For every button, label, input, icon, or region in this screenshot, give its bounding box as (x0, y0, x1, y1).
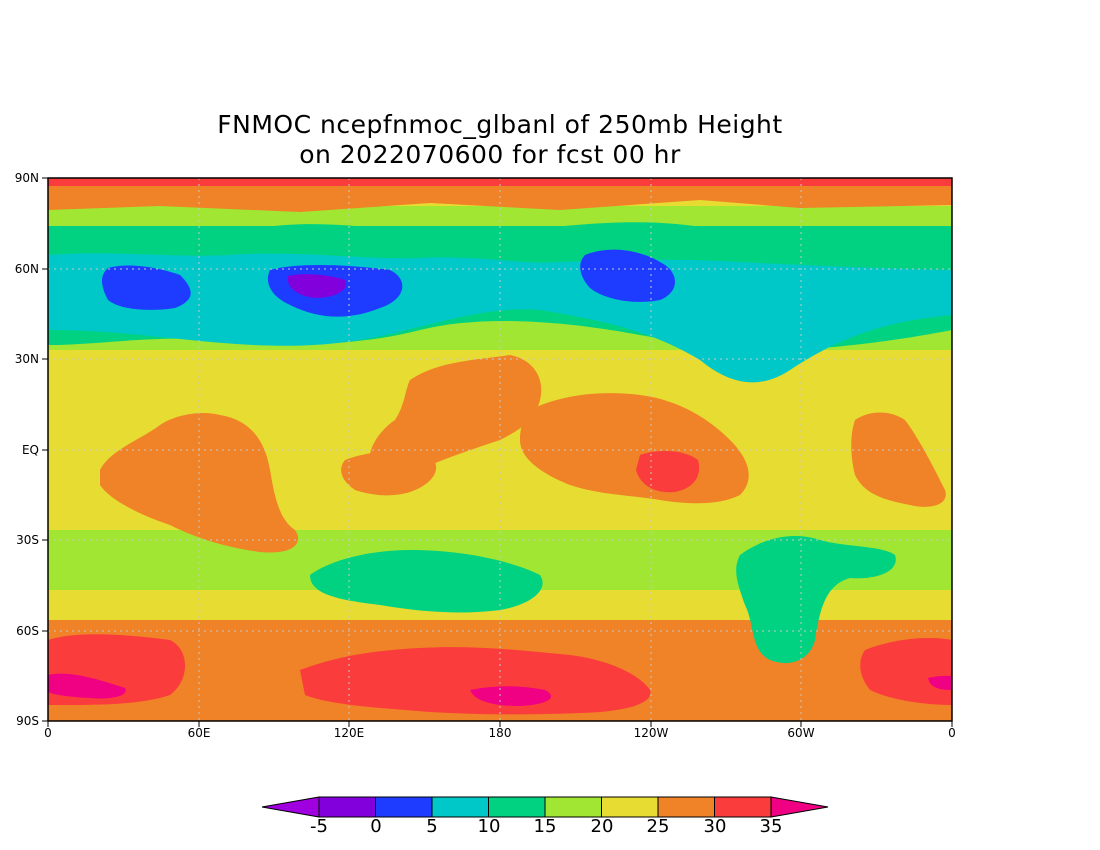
colorbar-label: 30 (703, 816, 727, 837)
colorbar-label: 15 (533, 816, 557, 837)
lat-label-60s: 60S (16, 624, 39, 638)
north-orange-patch (48, 186, 952, 212)
south-teal-right (736, 535, 896, 664)
colorbar-label: 25 (646, 816, 670, 837)
lat-label-30s: 30S (16, 533, 39, 547)
pacific-red (636, 450, 700, 493)
lat-label-30n: 30N (14, 352, 39, 366)
map-title-line-2: on 2022070600 for fcst 00 hr (299, 140, 681, 169)
asia-orange (369, 355, 542, 482)
colorbar-label: 35 (759, 816, 783, 837)
band-north-pole-red (48, 178, 952, 186)
colorbar-swatch (601, 796, 659, 818)
indonesia-orange (341, 451, 437, 496)
map-title-line-1: FNMOC ncepfnmoc_glbanl of 250mb Height (217, 110, 783, 139)
blue-blob-left (102, 265, 191, 310)
colorbar-swatch (488, 796, 546, 818)
colorbar-label: 10 (477, 816, 501, 837)
lon-label-60w: 60W (787, 726, 815, 740)
colorbar (261, 796, 829, 818)
south-teal-left (310, 550, 543, 613)
purple-blob (287, 274, 346, 298)
lat-label-eq: EQ (21, 443, 39, 457)
colorbar-swatch (431, 796, 489, 818)
atlantic-orange (851, 412, 946, 507)
colorbar-swatch (318, 796, 376, 818)
colorbar-swatch (375, 796, 433, 818)
colorbar-label: 5 (426, 816, 438, 837)
colorbar-label: 20 (590, 816, 614, 837)
colorbar-extend-high (770, 796, 829, 818)
south-magenta-left (48, 673, 126, 699)
lon-label-0-east: 0 (948, 726, 956, 740)
lon-label-180: 180 (488, 726, 512, 740)
lon-label-120w: 120W (633, 726, 669, 740)
south-magenta-right (928, 675, 952, 690)
colorbar-label: -5 (310, 816, 328, 837)
lat-label-90n: 90N (14, 171, 39, 185)
lon-label-0: 0 (44, 726, 52, 740)
colorbar-swatch (544, 796, 602, 818)
colorbar-swatch (657, 796, 715, 818)
lon-label-120e: 120E (333, 726, 365, 740)
contour-field (48, 178, 952, 721)
lat-label-60n: 60N (14, 262, 39, 276)
colorbar-label: 0 (370, 816, 382, 837)
colorbar-swatch (714, 796, 772, 818)
lat-label-90s: 90S (16, 714, 39, 728)
africa-orange (100, 413, 299, 553)
graticule (48, 178, 952, 721)
axis-ticks (42, 177, 953, 727)
colorbar-extend-low (261, 796, 320, 818)
lon-label-60e: 60E (187, 726, 211, 740)
south-red-right (860, 638, 952, 705)
south-magenta-center (470, 686, 551, 706)
south-red-center (300, 647, 651, 715)
